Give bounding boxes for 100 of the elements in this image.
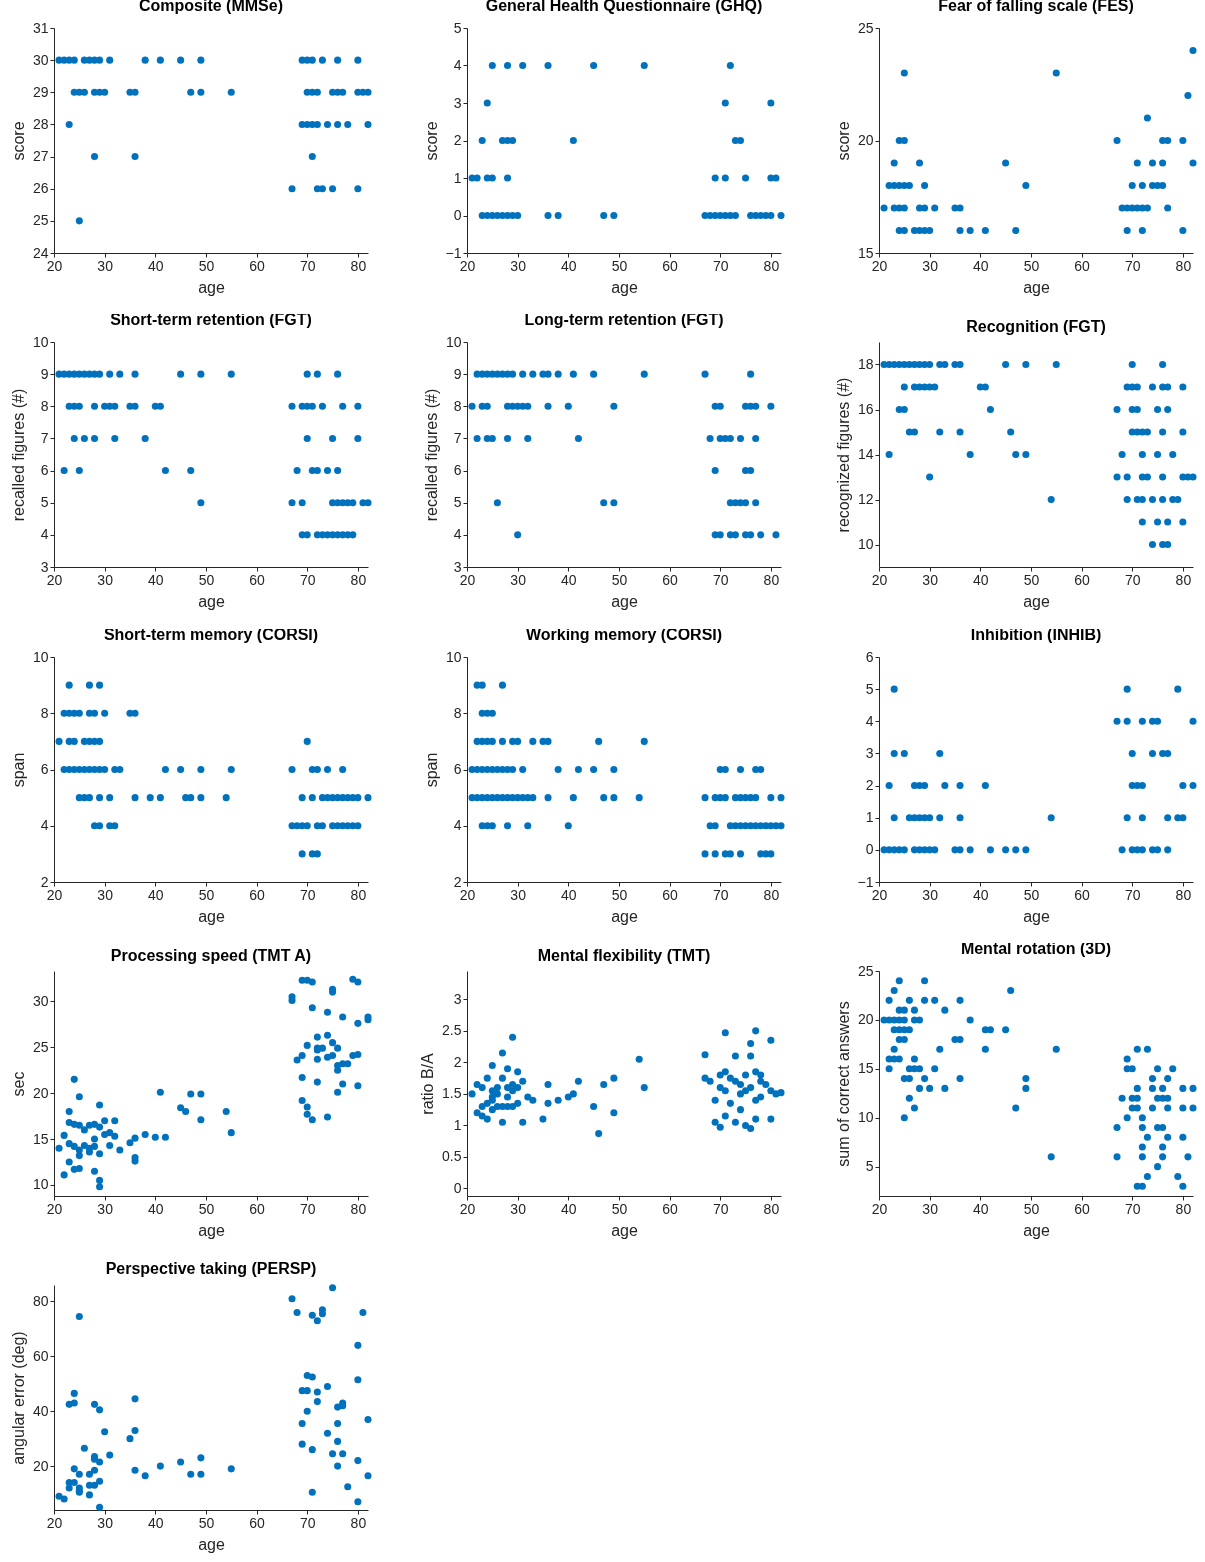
x-tick-label: 60 [249,886,266,902]
point [318,185,326,193]
y-tick-label: 27 [32,148,49,165]
x-tick-label: 50 [198,571,215,588]
point [101,88,109,96]
x-tick-label: 60 [1074,257,1091,274]
y-tick-label: 1.5 [441,1085,462,1102]
y-axis-title: recalled figures (#) [9,389,27,522]
x-tick-label: 40 [973,571,989,588]
point [1022,181,1030,190]
point [544,61,552,70]
point [90,153,99,161]
point [589,61,597,70]
point [488,174,496,182]
chart-title: Mental flexibility (TMT) [537,946,710,964]
point [544,211,552,220]
x-tick-label: 60 [661,257,678,274]
y-axis-title: score [834,121,852,161]
y-tick-label: 1 [453,169,462,186]
point [478,136,486,145]
point [354,185,362,193]
y-tick-label: 30 [32,51,49,68]
y-axis-title: sec [9,1071,27,1097]
point [640,61,648,70]
point [227,88,235,96]
x-tick-label: 50 [198,886,215,902]
x-tick-label: 40 [148,257,164,274]
y-tick-label: 6 [453,462,462,479]
y-tick-label: 20 [857,132,874,148]
x-tick-label: 40 [148,886,164,902]
y-axis-title: angular error (deg) [9,1331,27,1465]
y-tick-label: 10 [857,536,874,553]
point [900,136,908,145]
x-axis-title: age [198,1535,225,1553]
point [915,159,924,167]
point [931,204,939,212]
y-tick-label: 5 [453,494,462,511]
point [1159,159,1167,167]
point [766,99,774,107]
x-tick-label: 50 [1023,1200,1040,1217]
y-tick-label: 29 [32,83,49,100]
x-tick-label: 40 [973,886,989,902]
point [1184,91,1192,100]
y-tick-label: 25 [32,1038,49,1055]
y-tick-label: 4 [453,526,462,543]
point [488,61,496,70]
y-tick-label: 3 [453,558,462,575]
point [776,211,785,220]
point [334,56,342,64]
x-tick-label: 70 [1124,257,1141,274]
x-tick-label: 30 [97,1200,114,1217]
x-axis-title: age [198,907,225,924]
y-tick-label: 80 [32,1292,49,1309]
chart-title: Recognition (FGT) [966,318,1106,336]
chart-title: Short-term memory (CORSI) [103,625,319,643]
y-tick-label: 10 [32,1176,49,1193]
point [609,211,617,220]
point [1128,181,1136,190]
y-axis-title: ratio B/A [418,1052,436,1115]
point [518,61,526,70]
x-tick-label: 70 [1124,1200,1141,1217]
point [956,204,964,212]
x-tick-label: 70 [299,571,316,588]
point [1123,226,1131,235]
point [177,56,185,64]
y-tick-label: 40 [32,1402,49,1419]
y-tick-label: 3 [453,94,462,111]
point [900,226,908,235]
y-tick-label: 16 [857,401,874,418]
y-tick-label: 20 [32,1084,49,1101]
y-tick-label: 4 [453,57,462,73]
x-tick-label: 40 [973,257,989,274]
y-tick-label: 0.5 [441,1148,462,1165]
x-tick-label: 80 [1175,886,1192,902]
point [1179,136,1187,145]
x-tick-label: 30 [922,886,939,902]
point [1189,46,1197,55]
x-tick-label: 80 [350,1514,367,1531]
y-tick-label: 5 [453,19,462,36]
x-tick-label: 60 [249,571,266,588]
y-tick-label: 7 [453,430,462,447]
x-tick-label: 30 [509,886,526,902]
x-axis-title: age [1023,1221,1050,1239]
point [731,211,739,220]
point [197,88,205,96]
y-tick-label: 3 [865,744,874,761]
x-tick-label: 50 [611,257,627,274]
y-tick-label: 12 [857,491,874,508]
chart-title: Processing speed (TMT A) [110,946,312,964]
x-tick-label: 30 [922,1200,939,1217]
point [313,120,321,128]
y-tick-label: 9 [453,365,462,382]
x-axis-title: age [610,278,638,296]
y-tick-label: 3 [453,990,462,1007]
point [503,174,511,182]
point [711,174,719,182]
x-tick-label: 40 [560,257,577,274]
point [966,226,974,235]
y-tick-label: 31 [32,19,49,36]
point [141,56,149,64]
